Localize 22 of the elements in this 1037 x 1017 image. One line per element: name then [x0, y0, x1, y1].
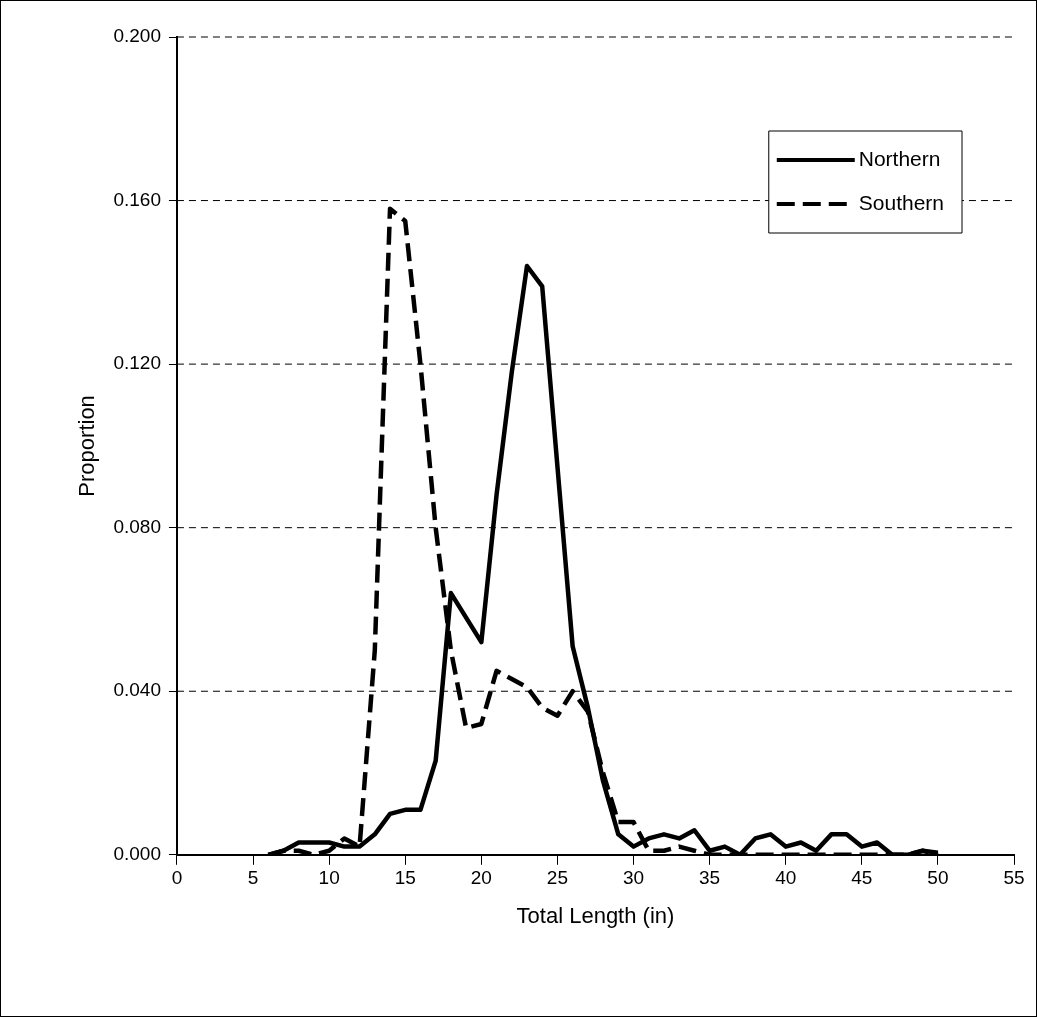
y-tick-label: 0.120 [113, 352, 161, 374]
x-tick-label: 0 [171, 867, 183, 889]
x-tick-label: 20 [470, 867, 492, 889]
x-tick-label: 25 [546, 867, 568, 889]
x-axis-title: Total Length (in) [516, 902, 675, 928]
legend-label: Southern [858, 190, 944, 214]
y-tick-label: 0.040 [113, 679, 161, 701]
y-axis-title: Proportion [74, 395, 100, 497]
y-tick-label: 0.000 [113, 843, 161, 865]
x-tick-label: 5 [247, 867, 259, 889]
x-tick-label: 40 [775, 867, 797, 889]
x-tick-label: 10 [318, 867, 340, 889]
y-tick-label: 0.160 [113, 188, 161, 210]
x-tick-label: 45 [851, 867, 873, 889]
legend-label: Northern [858, 146, 941, 170]
x-tick-label: 30 [622, 867, 645, 889]
x-tick-label: 35 [699, 867, 721, 889]
x-tick-label: 55 [1003, 867, 1025, 889]
y-tick-label: 0.200 [113, 25, 161, 47]
y-tick-label: 0.080 [113, 515, 161, 537]
x-tick-label: 15 [394, 867, 416, 889]
x-tick-label: 50 [927, 867, 949, 889]
